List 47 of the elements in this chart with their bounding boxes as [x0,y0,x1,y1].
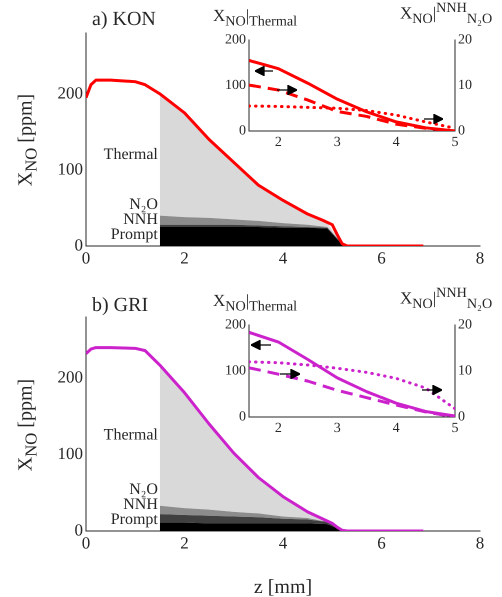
y2-tick-label: 20 [458,32,472,48]
x-tick-label: 4 [392,135,400,150]
series-label: N₂O [129,196,158,214]
series-label: NNH [123,496,158,514]
series-label: Thermal [104,426,158,444]
chart-title: b) GRI [92,294,148,317]
x-tick-label: 8 [476,248,484,268]
x-tick-label: 2 [274,135,282,150]
y-tick-label: 0 [239,410,246,425]
y2-tick-label: 20 [458,318,472,333]
series-label: Prompt [110,226,158,244]
y2-tick-label: 0 [458,410,465,425]
x-tick-label: 4 [278,534,288,553]
y-tick-label: 100 [225,364,246,379]
series-label: N₂O [129,481,158,498]
y-tick-label: 100 [58,159,83,178]
series-label: Prompt [110,511,158,528]
x-tick-label: 6 [377,534,386,553]
series-label: NNH [123,211,158,228]
series-label: Thermal [104,146,158,163]
x-tick-label: 2 [274,421,282,436]
x-tick-label: 2 [180,534,189,553]
x-tick-label: 2 [180,248,189,268]
y-axis-title: X$_{NO}$|$_{Thermal}$ [213,291,298,316]
y2-tick-label: 0 [458,124,465,139]
y-tick-label: 200 [58,368,83,387]
chart-title: a) KON [92,8,156,31]
x-tick-label: 6 [377,248,386,268]
y-tick-label: 200 [58,83,83,102]
y-axis-title: X$_{NO}$|$_{Thermal}$ [213,6,298,30]
x-tick-label: 4 [278,248,288,268]
y-tick-label: 100 [58,444,83,464]
y-tick-label: 0 [239,124,246,139]
x-tick-label: 3 [334,421,341,436]
x-tick-label: 8 [476,534,484,553]
y-tick-label: 200 [225,318,246,333]
x-axis-title: z [mm] [254,576,312,597]
x-tick-label: 5 [452,135,458,150]
y2-tick-label: 10 [458,364,472,379]
y-tick-label: 0 [74,520,83,540]
y-tick-label: 0 [74,235,83,254]
x-tick-label: 5 [452,421,458,436]
x-tick-label: 4 [392,421,400,436]
y-tick-label: 100 [225,78,246,94]
x-tick-label: 3 [334,135,341,150]
y2-tick-label: 10 [458,78,472,94]
y-tick-label: 200 [225,32,246,48]
